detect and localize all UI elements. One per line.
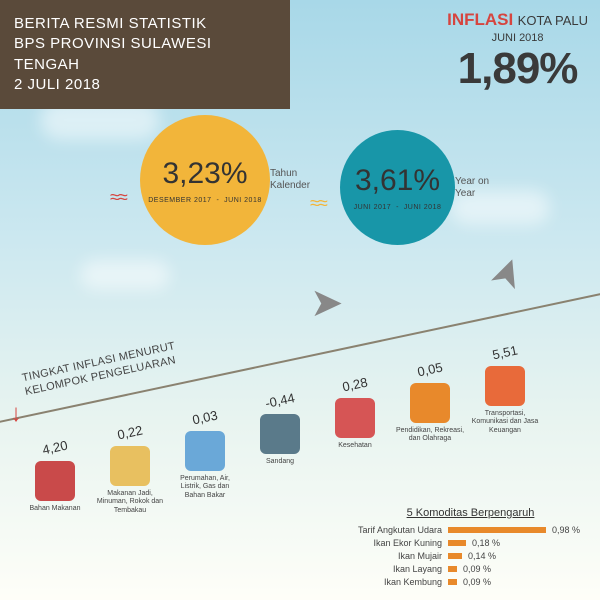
stat-circle: 3,61% JUNI 2017 - JUNI 2018 Year on Year… [340,130,455,245]
diagonal-section-title: Tingkat Inflasi Menurut Kelompok Pengelu… [21,339,180,399]
category-value: 0,05 [394,355,466,384]
stat-circle: 3,23% DESEMBER 2017 - JUNI 2018 Tahun Ka… [140,115,270,245]
category-value: 4,20 [19,433,91,462]
circle-value: 3,23% [162,157,247,191]
commodity-bar [448,566,457,572]
wave-icon: ≈≈ [110,187,126,208]
commodity-row: Ikan Mujair 0,14 % [353,551,588,561]
category-value: 5,51 [469,338,541,367]
category-icon [410,383,450,423]
category-item: 0,22 Makanan Jadi, Minuman, Rokok dan Te… [95,425,165,515]
category-item: 5,51 Transportasi, Komunikasi dan Jasa K… [470,345,540,435]
commodity-row: Ikan Layang 0,09 % [353,564,588,574]
commodity-bar [448,527,546,533]
commodity-bar [448,540,466,546]
category-item: 0,03 Perumahan, Air, Listrik, Gas dan Ba… [170,410,240,500]
category-item: 0,05 Pendidikan, Rekreasi, dan Olahraga [395,362,465,444]
wave-icon: ≈≈ [310,193,326,214]
category-label: Kesehatan [320,442,390,450]
header-line1: BERITA RESMI STATISTIK [14,14,268,34]
inflation-value: 1,89% [447,44,588,94]
category-item: 0,28 Kesehatan [320,377,390,450]
down-arrow-icon: ↓ [10,400,22,428]
commodity-name: Ikan Layang [353,564,448,574]
commodities-title: 5 Komoditas Berpengaruh [353,507,588,519]
circle-badge: Tahun Kalender [270,168,320,192]
commodity-name: Ikan Kembung [353,577,448,587]
commodity-value: 0,09 % [457,577,491,587]
category-label: Perumahan, Air, Listrik, Gas dan Bahan B… [170,475,240,500]
category-label: Bahan Makanan [20,505,90,513]
header-line2: BPS PROVINSI SULAWESI TENGAH [14,34,268,75]
up-arrow-icon: ➤ [479,249,534,296]
category-value: 0,22 [94,418,166,447]
commodity-value: 0,14 % [462,551,496,561]
category-label: Sandang [245,458,315,466]
category-value: 0,28 [319,370,391,399]
circle-period: DESEMBER 2017 - JUNI 2018 [148,197,262,204]
category-icon [110,446,150,486]
category-item: -0,44 Sandang [245,393,315,466]
category-icon [35,461,75,501]
commodity-value: 0,98 % [546,525,580,535]
inflation-title: INFLASI [447,10,513,29]
inflation-period: JUNI 2018 [447,32,588,44]
category-icon [185,431,225,471]
category-label: Transportasi, Komunikasi dan Jasa Keuang… [470,410,540,435]
category-label: Makanan Jadi, Minuman, Rokok dan Tembaka… [95,490,165,515]
category-icon [485,366,525,406]
circle-period: JUNI 2017 - JUNI 2018 [354,204,442,211]
commodity-row: Ikan Ekor Kuning 0,18 % [353,538,588,548]
commodity-name: Ikan Ekor Kuning [353,538,448,548]
header-line3: 2 JULI 2018 [14,75,268,95]
header-banner: BERITA RESMI STATISTIK BPS PROVINSI SULA… [0,0,290,109]
commodities-panel: 5 Komoditas Berpengaruh Tarif Angkutan U… [353,507,588,590]
commodity-name: Tarif Angkutan Udara [353,525,448,535]
category-value: 0,03 [169,403,241,432]
commodity-bar [448,579,457,585]
commodity-bar [448,553,462,559]
category-item: 4,20 Bahan Makanan [20,440,90,513]
category-label: Pendidikan, Rekreasi, dan Olahraga [395,427,465,444]
commodity-value: 0,09 % [457,564,491,574]
category-icon [260,414,300,454]
circle-value: 3,61% [355,164,440,198]
commodity-row: Ikan Kembung 0,09 % [353,577,588,587]
circle-badge: Year on Year [455,176,505,200]
inflation-headline: INFLASI KOTA PALU JUNI 2018 1,89% [447,10,588,94]
inflation-city: KOTA PALU [518,13,588,28]
commodity-value: 0,18 % [466,538,500,548]
up-arrow-icon: ➤ [310,280,344,326]
commodity-row: Tarif Angkutan Udara 0,98 % [353,525,588,535]
category-icon [335,398,375,438]
commodity-name: Ikan Mujair [353,551,448,561]
category-value: -0,44 [244,386,316,415]
